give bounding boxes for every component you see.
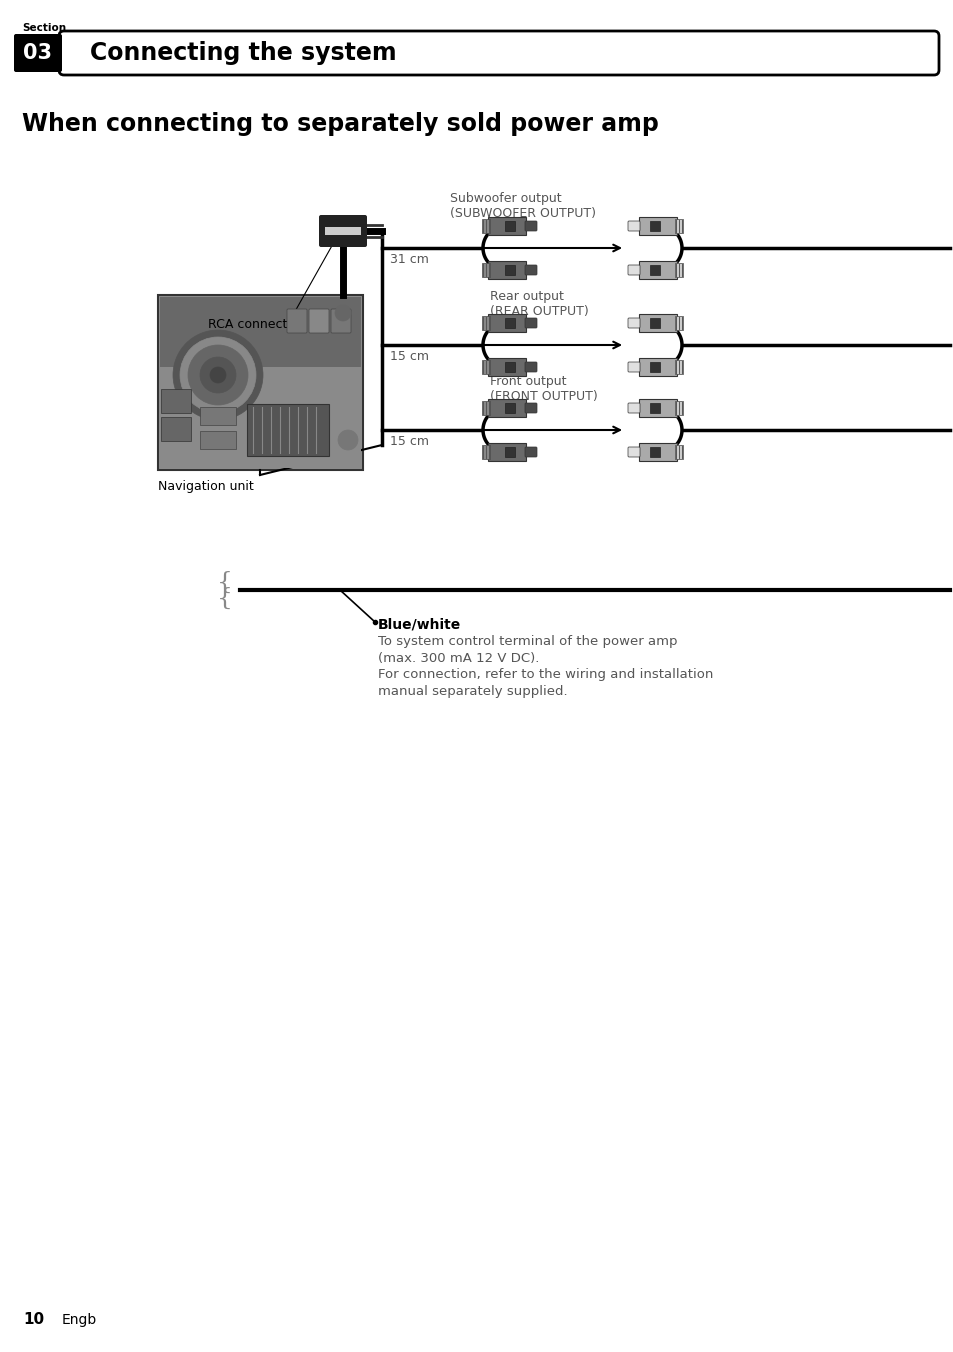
FancyBboxPatch shape xyxy=(524,318,537,329)
FancyBboxPatch shape xyxy=(627,318,639,329)
Text: 15 cm: 15 cm xyxy=(390,350,429,362)
FancyBboxPatch shape xyxy=(488,261,525,279)
FancyBboxPatch shape xyxy=(524,220,537,231)
Circle shape xyxy=(180,337,255,412)
Text: 31 cm: 31 cm xyxy=(390,253,429,266)
FancyBboxPatch shape xyxy=(481,316,490,330)
Circle shape xyxy=(16,1302,52,1338)
FancyBboxPatch shape xyxy=(504,265,515,274)
FancyBboxPatch shape xyxy=(649,220,659,231)
FancyBboxPatch shape xyxy=(158,295,363,470)
FancyBboxPatch shape xyxy=(627,362,639,372)
FancyBboxPatch shape xyxy=(504,403,515,412)
Text: (SUBWOOFER OUTPUT): (SUBWOOFER OUTPUT) xyxy=(450,207,596,220)
FancyBboxPatch shape xyxy=(627,220,639,231)
FancyBboxPatch shape xyxy=(481,360,490,375)
FancyBboxPatch shape xyxy=(488,358,525,376)
Text: Navigation unit: Navigation unit xyxy=(158,480,253,493)
FancyBboxPatch shape xyxy=(59,31,938,74)
Text: {
{: { { xyxy=(217,571,233,610)
Text: To system control terminal of the power amp: To system control terminal of the power … xyxy=(377,635,677,648)
FancyBboxPatch shape xyxy=(524,403,537,412)
FancyBboxPatch shape xyxy=(200,431,235,449)
FancyBboxPatch shape xyxy=(649,318,659,329)
FancyBboxPatch shape xyxy=(247,404,329,456)
FancyBboxPatch shape xyxy=(481,219,490,233)
FancyBboxPatch shape xyxy=(481,264,490,277)
FancyBboxPatch shape xyxy=(627,265,639,274)
FancyBboxPatch shape xyxy=(639,443,677,461)
FancyBboxPatch shape xyxy=(649,265,659,274)
FancyBboxPatch shape xyxy=(524,362,537,372)
Text: Section: Section xyxy=(22,23,66,32)
FancyBboxPatch shape xyxy=(488,399,525,416)
Text: Subwoofer output: Subwoofer output xyxy=(450,192,561,206)
Text: Front output: Front output xyxy=(490,375,566,388)
FancyBboxPatch shape xyxy=(504,362,515,372)
Circle shape xyxy=(200,357,235,393)
Circle shape xyxy=(335,306,351,320)
FancyBboxPatch shape xyxy=(504,448,515,457)
Circle shape xyxy=(172,330,263,420)
FancyBboxPatch shape xyxy=(639,399,677,416)
Text: manual separately supplied.: manual separately supplied. xyxy=(377,685,567,698)
FancyBboxPatch shape xyxy=(639,314,677,333)
FancyBboxPatch shape xyxy=(331,310,351,333)
FancyBboxPatch shape xyxy=(627,403,639,412)
FancyBboxPatch shape xyxy=(524,265,537,274)
FancyBboxPatch shape xyxy=(675,360,682,375)
FancyBboxPatch shape xyxy=(309,310,329,333)
Text: Blue/white: Blue/white xyxy=(377,618,460,631)
Text: (max. 300 mA 12 V DC).: (max. 300 mA 12 V DC). xyxy=(377,652,538,665)
FancyBboxPatch shape xyxy=(524,448,537,457)
FancyBboxPatch shape xyxy=(675,264,682,277)
Text: (REAR OUTPUT): (REAR OUTPUT) xyxy=(490,306,588,318)
FancyBboxPatch shape xyxy=(627,448,639,457)
Text: When connecting to separately sold power amp: When connecting to separately sold power… xyxy=(22,112,659,137)
FancyBboxPatch shape xyxy=(649,403,659,412)
Circle shape xyxy=(337,430,357,450)
FancyBboxPatch shape xyxy=(649,362,659,372)
Text: Engb: Engb xyxy=(62,1313,97,1328)
FancyBboxPatch shape xyxy=(639,358,677,376)
Text: (FRONT OUTPUT): (FRONT OUTPUT) xyxy=(490,389,598,403)
FancyBboxPatch shape xyxy=(504,318,515,329)
FancyBboxPatch shape xyxy=(488,443,525,461)
FancyBboxPatch shape xyxy=(160,366,360,468)
FancyBboxPatch shape xyxy=(675,316,682,330)
FancyBboxPatch shape xyxy=(161,389,191,412)
Text: For connection, refer to the wiring and installation: For connection, refer to the wiring and … xyxy=(377,668,713,681)
FancyBboxPatch shape xyxy=(675,402,682,415)
Circle shape xyxy=(188,345,248,406)
FancyBboxPatch shape xyxy=(161,416,191,441)
FancyBboxPatch shape xyxy=(318,215,367,247)
FancyBboxPatch shape xyxy=(504,220,515,231)
Text: 15 cm: 15 cm xyxy=(390,435,429,448)
Text: RCA connector: RCA connector xyxy=(208,318,300,331)
Text: Connecting the system: Connecting the system xyxy=(90,41,396,65)
FancyBboxPatch shape xyxy=(488,314,525,333)
FancyBboxPatch shape xyxy=(200,407,235,425)
FancyBboxPatch shape xyxy=(14,34,62,72)
FancyBboxPatch shape xyxy=(481,402,490,415)
Text: Rear output: Rear output xyxy=(490,289,563,303)
FancyBboxPatch shape xyxy=(481,445,490,458)
FancyBboxPatch shape xyxy=(675,445,682,458)
Text: 10: 10 xyxy=(24,1313,45,1328)
Circle shape xyxy=(210,366,226,383)
FancyBboxPatch shape xyxy=(160,297,360,366)
Text: 03: 03 xyxy=(24,43,52,64)
FancyBboxPatch shape xyxy=(639,261,677,279)
FancyBboxPatch shape xyxy=(488,218,525,235)
FancyBboxPatch shape xyxy=(325,227,360,235)
FancyBboxPatch shape xyxy=(639,218,677,235)
FancyBboxPatch shape xyxy=(675,219,682,233)
FancyBboxPatch shape xyxy=(649,448,659,457)
FancyBboxPatch shape xyxy=(287,310,307,333)
